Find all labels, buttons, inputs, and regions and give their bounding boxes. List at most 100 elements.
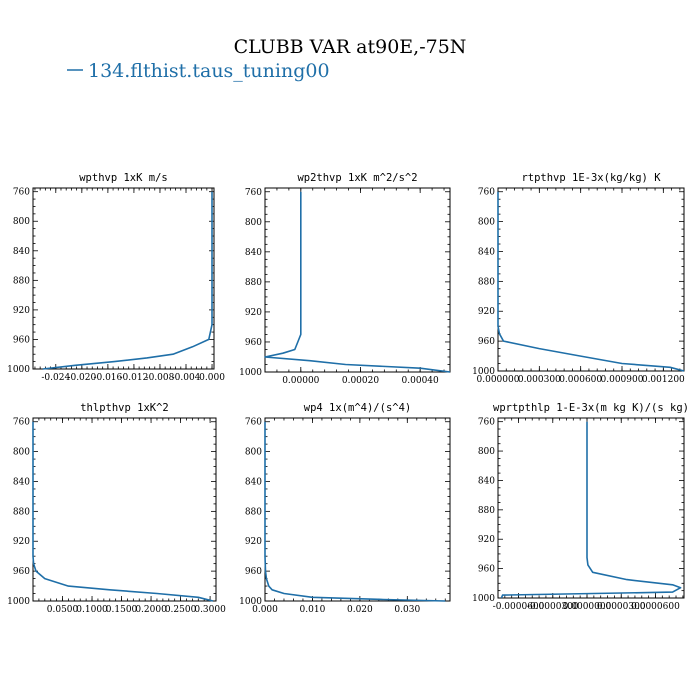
y-tick-label: 1000 — [239, 597, 262, 607]
chart-panel: wp2thvp 1xK m^2/s^2 760 800 840 880 920 960 100… — [239, 172, 451, 386]
x-tick-label: -0.004 — [172, 373, 201, 383]
chart-panel: rtpthvp 1E-3x(kg/kg) K 760 800 840 880 920 960… — [472, 172, 685, 385]
y-tick-label: 1000 — [472, 367, 495, 377]
y-tick-label: 960 — [13, 567, 30, 577]
y-tick-label: 880 — [13, 507, 30, 517]
y-tick-label: 920 — [245, 308, 262, 318]
x-tick-label: 0.00020 — [342, 376, 379, 386]
y-tick-label: 840 — [13, 477, 30, 487]
x-tick-label: 0.000300 — [518, 375, 561, 385]
y-tick-label: 920 — [245, 537, 262, 547]
y-tick-label: 920 — [478, 535, 495, 545]
y-tick-label: 1000 — [472, 594, 495, 604]
y-tick-label: 880 — [478, 506, 495, 516]
series-line — [42, 191, 213, 370]
x-tick-label: 0.00000 — [282, 376, 319, 386]
series-line — [497, 191, 685, 372]
y-tick-label: 880 — [478, 277, 495, 287]
series-line — [264, 191, 451, 373]
legend-label: 134.flthist.taus_tuning00 — [88, 60, 330, 82]
y-tick-label: 760 — [13, 418, 30, 428]
y-tick-label: 840 — [13, 247, 30, 257]
y-tick-label: 840 — [245, 248, 262, 258]
x-tick-label: 0.2000 — [135, 605, 167, 615]
y-tick-label: 1000 — [7, 365, 30, 375]
x-tick-label: 0.000 — [199, 373, 225, 383]
x-tick-label: 0.1000 — [76, 605, 108, 615]
x-tick-label: 0.0500 — [47, 605, 79, 615]
y-tick-label: 840 — [245, 477, 262, 487]
panel-title: thlpthvp 1xK^2 — [80, 402, 169, 414]
x-tick-label: -0.0000300 — [527, 602, 579, 612]
x-tick-label: 0.001200 — [642, 375, 685, 385]
y-tick-label: 800 — [13, 217, 30, 227]
y-tick-label: 920 — [13, 537, 30, 547]
series-line — [264, 421, 446, 602]
y-tick-label: 840 — [478, 476, 495, 486]
x-tick-label: 0.0000300 — [597, 602, 646, 612]
x-tick-label: 0.030 — [394, 605, 420, 615]
panel-title: wprtpthlp 1-E-3x(m kg K)/(s kg) — [493, 402, 689, 414]
x-tick-label: 0.2500 — [165, 605, 197, 615]
y-tick-label: 880 — [245, 507, 262, 517]
y-tick-label: 960 — [478, 565, 495, 575]
y-tick-label: 880 — [13, 276, 30, 286]
chart-panel: wprtpthlp 1-E-3x(m kg K)/(s kg) 760 800 840… — [472, 402, 689, 612]
y-tick-label: 800 — [478, 218, 495, 228]
y-tick-label: 760 — [478, 188, 495, 198]
series-line — [500, 421, 682, 599]
panel-title: wpthvp 1xK m/s — [79, 172, 168, 184]
y-tick-label: 800 — [245, 218, 262, 228]
panel-title: wp2thvp 1xK m^2/s^2 — [297, 172, 417, 184]
y-tick-label: 760 — [245, 418, 262, 428]
plot-frame — [497, 417, 685, 599]
plot-frame — [264, 417, 451, 602]
y-tick-label: 960 — [478, 337, 495, 347]
y-tick-label: 800 — [478, 447, 495, 457]
x-tick-label: -0.008 — [146, 373, 175, 383]
x-tick-label: 0.1500 — [106, 605, 138, 615]
x-tick-label: -0.020 — [67, 373, 96, 383]
x-tick-label: -0.0000600 — [493, 602, 545, 612]
y-tick-label: 1000 — [239, 368, 262, 378]
y-tick-label: 760 — [13, 188, 30, 198]
legend: 134.flthist.taus_tuning00 — [67, 60, 330, 82]
y-tick-label: 960 — [245, 567, 262, 577]
plot-frame — [264, 187, 451, 373]
x-tick-label: 0.0000600 — [631, 602, 680, 612]
y-tick-label: 840 — [478, 247, 495, 257]
panel-title: rtpthvp 1E-3x(kg/kg) K — [521, 172, 661, 184]
x-tick-label: 0.000600 — [559, 375, 602, 385]
x-tick-label: 0.0000000 — [563, 602, 612, 612]
y-tick-label: 760 — [478, 418, 495, 428]
plot-frame — [32, 187, 215, 370]
y-tick-label: 800 — [245, 448, 262, 458]
y-tick-label: 800 — [13, 448, 30, 458]
x-tick-label: 0.00040 — [402, 376, 439, 386]
x-tick-label: -0.024 — [41, 373, 70, 383]
x-tick-label: 0.3000 — [194, 605, 226, 615]
y-tick-label: 960 — [13, 335, 30, 345]
chart-panel: wpthvp 1xK m/s 760 800 840 880 920 960 1000 -0.0… — [7, 172, 225, 383]
y-tick-label: 920 — [13, 306, 30, 316]
chart-panel: thlpthvp 1xK^2 760 800 840 880 920 960 1000 0.05… — [7, 402, 226, 615]
x-tick-label: 0.020 — [347, 605, 373, 615]
y-tick-label: 920 — [478, 307, 495, 317]
plot-frame — [32, 417, 217, 602]
x-tick-label: 0.000 — [252, 605, 278, 615]
figure-title: CLUBB VAR at90E,-75N — [234, 36, 467, 58]
y-tick-label: 880 — [245, 278, 262, 288]
x-tick-label: -0.012 — [120, 373, 149, 383]
chart-panel: wp4 1x(m^4)/(s^4)76080084088092096010000… — [239, 402, 451, 615]
x-tick-label: -0.016 — [93, 373, 122, 383]
x-tick-label: 0.010 — [300, 605, 326, 615]
y-tick-label: 760 — [245, 188, 262, 198]
y-tick-label: 960 — [245, 338, 262, 348]
panel-title: wp4 1x(m^4)/(s^4) — [304, 402, 411, 414]
y-tick-label: 1000 — [7, 597, 30, 607]
panels: wpthvp 1xK m/s7608008408809209601000-0.0… — [7, 172, 689, 615]
x-tick-label: 0.000900 — [601, 375, 644, 385]
series-line — [32, 421, 214, 602]
plot-frame — [497, 187, 685, 372]
